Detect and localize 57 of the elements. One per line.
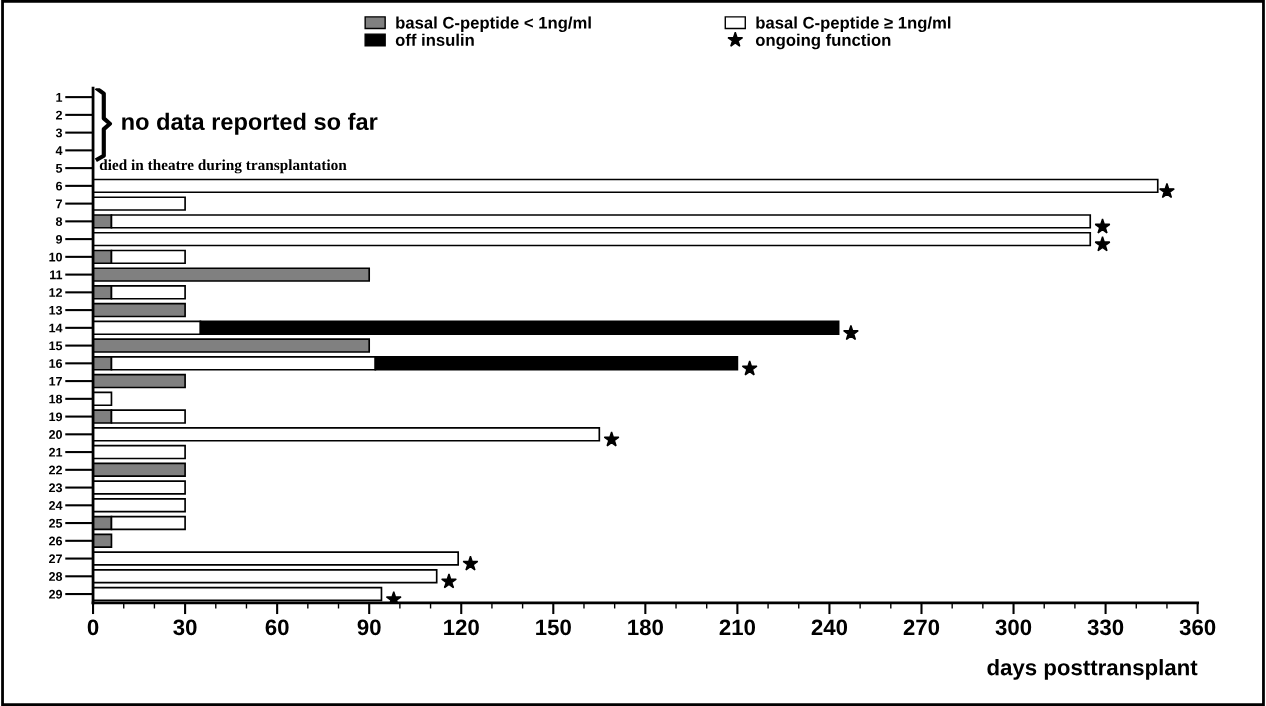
y-tick-label: 14	[49, 323, 63, 333]
y-tick-label: 10	[49, 252, 62, 262]
x-tick-label: 240	[811, 619, 848, 636]
y-tick-label: 3	[55, 128, 63, 138]
y-tick-label: 4	[55, 146, 63, 155]
annotation: died in theatre during transplantation	[99, 159, 347, 174]
point	[603, 431, 620, 447]
y-tick-label: 19	[49, 412, 63, 422]
point	[1094, 236, 1111, 252]
y-tick-label: 5	[55, 164, 63, 173]
y-tick-label: 16	[49, 359, 63, 368]
y-tick-label: 29	[49, 589, 63, 599]
y-tick-label: 25	[49, 518, 63, 528]
point	[1094, 218, 1111, 234]
y-tick-label: 11	[50, 270, 63, 280]
y-tick-label: 13	[49, 305, 63, 315]
x-axis-title: days posttransplant	[987, 659, 1198, 680]
point	[842, 324, 859, 341]
legend-label: basal C-peptide ≥ 1ng/ml	[756, 16, 951, 33]
legend-label: ongoing function	[755, 33, 891, 50]
y-tick-label: 12	[49, 288, 62, 297]
legend-label: basal C-peptide < 1ng/ml	[396, 16, 591, 33]
y-tick-label: 1	[56, 93, 63, 102]
y-tick-label: 9	[55, 234, 63, 244]
y-tick-label: 8	[55, 217, 63, 227]
x-tick-label: 90	[357, 619, 381, 636]
y-tick-label: 26	[49, 536, 63, 546]
x-tick-label: 210	[719, 619, 756, 636]
point	[1158, 182, 1175, 199]
y-tick-label: 15	[49, 341, 63, 351]
y-tick-label: 20	[49, 430, 62, 439]
y-tick-label: 28	[49, 572, 63, 581]
x-tick-label: 330	[1087, 619, 1124, 636]
x-tick-label: 60	[265, 619, 289, 636]
annotation: no data reported so far	[122, 112, 378, 135]
y-tick-label: 24	[49, 501, 63, 510]
x-tick-label: 150	[536, 619, 571, 636]
x-tick-label: 300	[995, 619, 1032, 636]
y-tick-label: 2	[55, 110, 62, 120]
point	[462, 555, 479, 571]
x-tick-label: 180	[628, 619, 663, 636]
x-tick-label: 270	[903, 619, 940, 636]
legend-label: off insulin	[395, 33, 474, 46]
y-tick-label: 22	[49, 465, 62, 475]
x-tick-label: 0	[87, 619, 99, 636]
y-tick-label: 7	[56, 199, 62, 209]
x-tick-label: 360	[1179, 619, 1216, 636]
y-tick-label: 23	[49, 483, 63, 493]
y-tick-label: 17	[49, 377, 62, 386]
point	[441, 573, 457, 589]
y-tick-label: 18	[49, 394, 63, 404]
y-tick-label: 27	[49, 554, 62, 564]
y-tick-label: 21	[49, 447, 63, 457]
x-tick-label: 30	[173, 619, 197, 636]
x-tick-label: 120	[444, 619, 479, 636]
point	[741, 360, 758, 376]
y-tick-label: 6	[56, 181, 63, 191]
